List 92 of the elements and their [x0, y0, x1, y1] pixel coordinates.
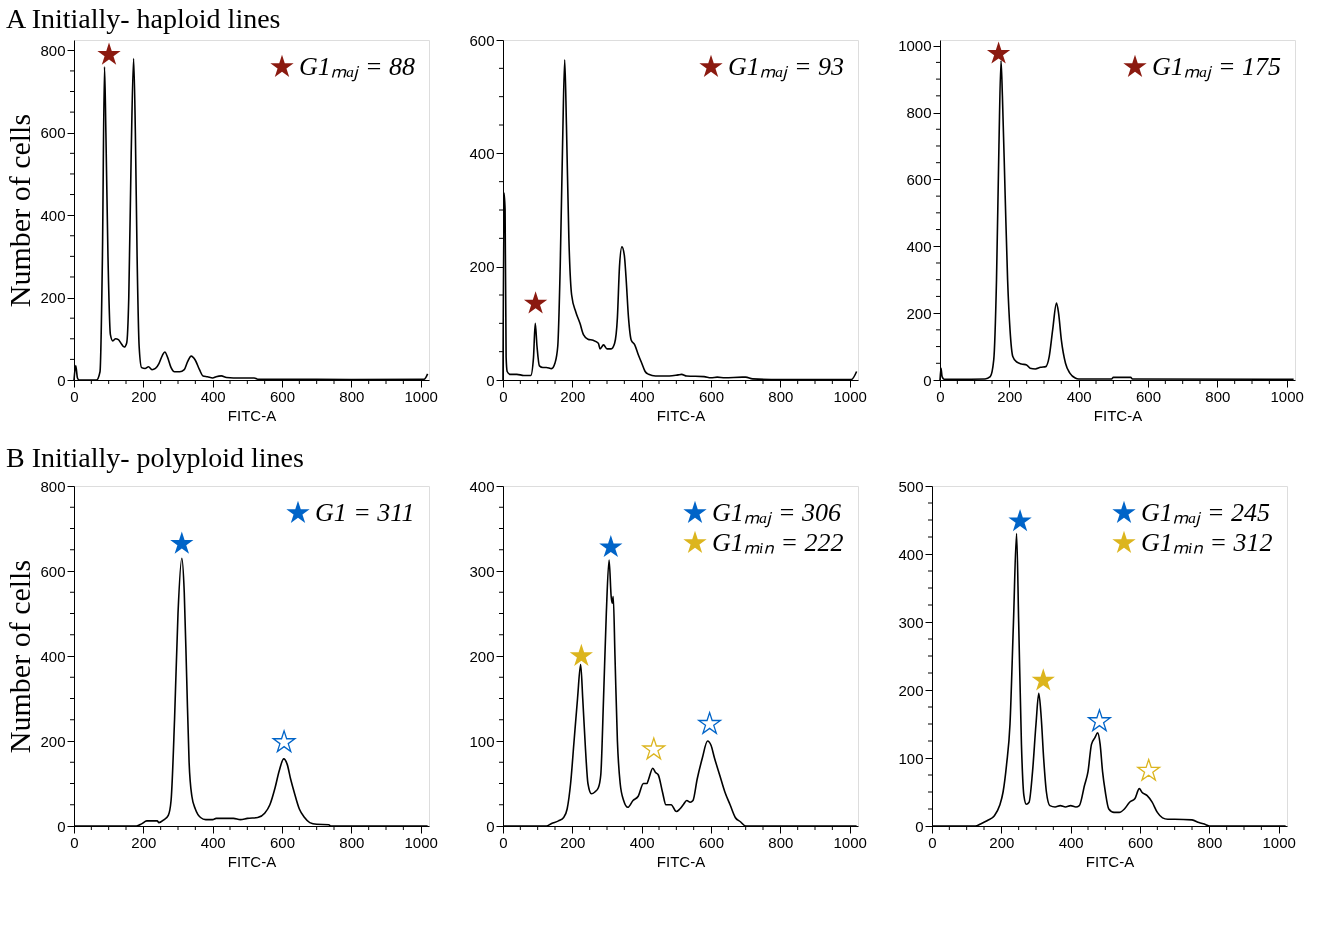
- y-tick-label: 400: [906, 237, 932, 255]
- legend-label: G1ₘₐⱼ = 306: [712, 498, 841, 528]
- x-tick-label: 600: [698, 387, 725, 405]
- y-tick-label: 300: [469, 562, 495, 580]
- point: [642, 737, 666, 760]
- y-tick-label: 200: [469, 258, 495, 276]
- x-tick-label: 600: [698, 833, 725, 851]
- point: [698, 711, 722, 734]
- x-tick-label: 800: [339, 387, 365, 405]
- y-tick-label: 600: [40, 562, 66, 580]
- x-tick-label: 0: [499, 387, 508, 405]
- x-tick-label: 0: [70, 833, 79, 851]
- y-tick-label: 400: [469, 477, 495, 495]
- x-tick-label: 1000: [833, 387, 867, 405]
- x-tick-label: 800: [1205, 387, 1231, 405]
- legend-label: G1ₘᵢₙ = 312: [1141, 528, 1273, 557]
- x-axis-title: FITC-A: [1093, 406, 1143, 424]
- y-tick-label: 400: [40, 206, 66, 224]
- y-tick-label: 100: [898, 749, 924, 767]
- x-tick-label: 400: [200, 387, 226, 405]
- y-tick-label: 500: [898, 477, 924, 495]
- x-tick-label: 400: [1066, 387, 1092, 405]
- y-tick-label: 200: [40, 289, 66, 307]
- chart-title: A Initially- haploid lines: [5, 3, 281, 34]
- y-axis-title: Number of cells: [3, 113, 37, 308]
- x-tick-label: 800: [768, 387, 794, 405]
- y-tick-label: 600: [906, 170, 932, 188]
- y-tick-label: 200: [906, 304, 932, 322]
- y-tick-label: 0: [57, 817, 66, 835]
- y-tick-label: 800: [40, 477, 66, 495]
- x-tick-label: 800: [1197, 833, 1223, 851]
- y-tick-label: 100: [469, 732, 495, 750]
- y-tick-label: 300: [898, 613, 924, 631]
- y-tick-label: 600: [469, 31, 495, 49]
- x-tick-label: 200: [131, 833, 157, 851]
- point: [1087, 709, 1111, 732]
- x-tick-label: 400: [629, 387, 655, 405]
- x-tick-label: 400: [1058, 833, 1084, 851]
- x-tick-label: 0: [499, 833, 508, 851]
- x-tick-label: 1000: [1270, 387, 1304, 405]
- point: [599, 534, 623, 558]
- x-axis-title: FITC-A: [656, 852, 706, 870]
- x-tick-label: 800: [339, 833, 365, 851]
- legend-label: G1 = 311: [315, 498, 415, 527]
- y-tick-label: 400: [898, 545, 924, 563]
- legend-label: G1ₘᵢₙ = 222: [712, 528, 844, 557]
- x-tick-label: 200: [997, 387, 1023, 405]
- x-axis-title: FITC-A: [227, 852, 277, 870]
- chart-title: B Initially- polyploid lines: [5, 442, 304, 473]
- y-axis-title: Number of cells: [3, 559, 37, 754]
- y-tick-label: 0: [923, 371, 932, 389]
- x-tick-label: 0: [70, 387, 79, 405]
- y-tick-label: 0: [57, 371, 66, 389]
- x-tick-label: 1000: [404, 833, 438, 851]
- x-tick-label: 200: [560, 387, 586, 405]
- y-tick-label: 400: [469, 144, 495, 162]
- x-axis-title: FITC-A: [1085, 852, 1135, 870]
- legend-label: G1ₘₐⱼ = 88: [299, 52, 415, 82]
- x-tick-label: 600: [269, 387, 296, 405]
- y-tick-label: 800: [40, 41, 66, 59]
- legend-label: G1ₘₐⱼ = 245: [1141, 498, 1270, 528]
- x-tick-label: 400: [629, 833, 655, 851]
- y-tick-label: 0: [915, 817, 924, 835]
- x-tick-label: 800: [768, 833, 794, 851]
- x-tick-label: 1000: [404, 387, 438, 405]
- y-tick-label: 200: [40, 732, 66, 750]
- y-tick-label: 200: [898, 681, 924, 699]
- x-tick-label: 200: [131, 387, 157, 405]
- x-tick-label: 1000: [833, 833, 867, 851]
- point: [1031, 668, 1055, 691]
- y-tick-label: 400: [40, 647, 66, 665]
- x-tick-label: 600: [269, 833, 296, 851]
- y-tick-label: 1000: [898, 37, 932, 55]
- x-tick-label: 0: [936, 387, 945, 405]
- y-tick-label: 0: [486, 371, 495, 389]
- x-tick-label: 1000: [1262, 833, 1296, 851]
- x-tick-label: 600: [1135, 387, 1162, 405]
- x-tick-label: 600: [1127, 833, 1154, 851]
- y-tick-label: 200: [469, 647, 495, 665]
- y-tick-label: 0: [486, 817, 495, 835]
- legend-label: G1ₘₐⱼ = 175: [1152, 52, 1281, 82]
- point: [569, 643, 593, 666]
- y-tick-label: 600: [40, 124, 66, 142]
- y-tick-label: 800: [906, 104, 932, 122]
- x-tick-label: 200: [989, 833, 1015, 851]
- point: [1008, 509, 1032, 532]
- x-axis-title: FITC-A: [656, 406, 706, 424]
- x-tick-label: 400: [200, 833, 226, 851]
- legend-label: G1ₘₐⱼ = 93: [728, 52, 844, 82]
- x-axis-title: FITC-A: [227, 406, 277, 424]
- x-tick-label: 200: [560, 833, 586, 851]
- point: [1137, 758, 1161, 781]
